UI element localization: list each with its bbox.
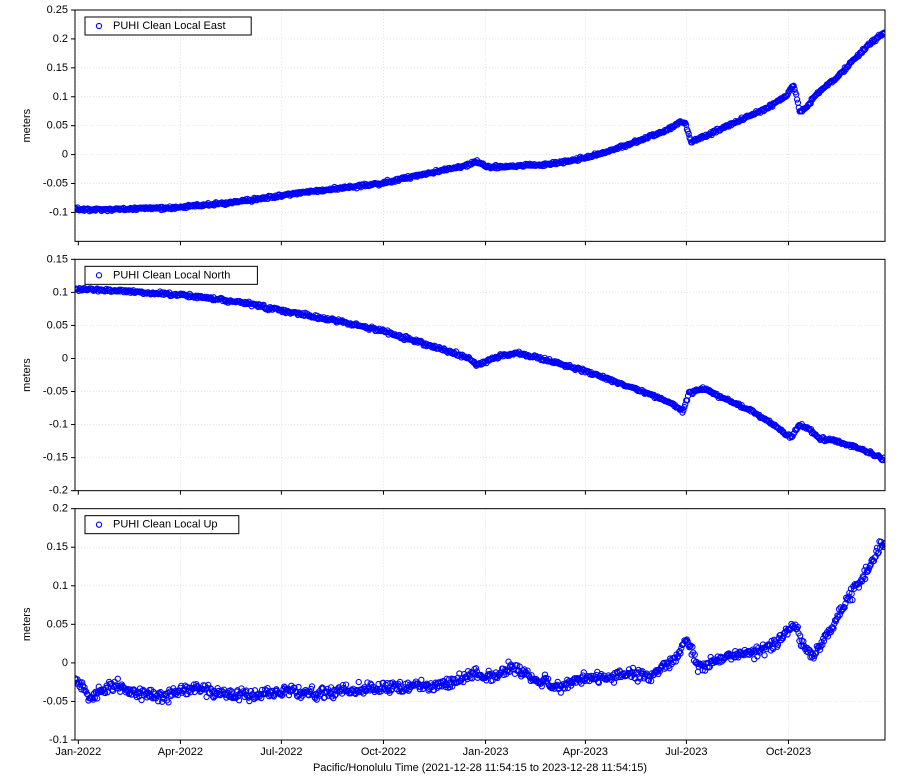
svg-text:0.15: 0.15 — [47, 541, 68, 553]
svg-text:0.2: 0.2 — [53, 503, 68, 515]
svg-text:-0.1: -0.1 — [49, 419, 68, 431]
svg-text:PUHI Clean Local Up: PUHI Clean Local Up — [113, 519, 218, 531]
panel-up-legend: PUHI Clean Local Up — [85, 516, 239, 534]
svg-text:-0.1: -0.1 — [49, 206, 68, 218]
panel-east: -0.1 -0.05 0 0.05 0.1 0.15 0.2 0.25 meters PUHI C… — [21, 4, 888, 245]
svg-text:Jul-2023: Jul-2023 — [665, 746, 707, 758]
svg-text:PUHI Clean Local North: PUHI Clean Local North — [113, 269, 230, 281]
svg-text:Apr-2023: Apr-2023 — [563, 746, 608, 758]
ylabel: meters — [21, 607, 33, 641]
svg-text:Apr-2022: Apr-2022 — [158, 746, 203, 758]
panel-east-legend: PUHI Clean Local East — [85, 17, 251, 35]
svg-text:Oct-2023: Oct-2023 — [766, 746, 811, 758]
svg-text:0.15: 0.15 — [47, 253, 68, 265]
svg-text:-0.2: -0.2 — [49, 485, 68, 497]
svg-text:PUHI Clean Local East: PUHI Clean Local East — [113, 20, 226, 32]
svg-text:-0.15: -0.15 — [43, 452, 68, 464]
chart-container: -0.1 -0.05 0 0.05 0.1 0.15 0.2 0.25 meters PUHI C… — [0, 0, 900, 780]
svg-text:-0.05: -0.05 — [43, 178, 68, 190]
svg-text:0: 0 — [62, 352, 68, 364]
svg-text:0.05: 0.05 — [47, 120, 68, 132]
svg-text:Jul-2022: Jul-2022 — [260, 746, 302, 758]
svg-text:0.2: 0.2 — [53, 33, 68, 45]
svg-text:0: 0 — [62, 149, 68, 161]
panel-east-points — [72, 30, 887, 214]
svg-text:-0.1: -0.1 — [49, 734, 68, 746]
chart-svg: -0.1 -0.05 0 0.05 0.1 0.15 0.2 0.25 meters PUHI C… — [0, 0, 900, 780]
svg-text:0.05: 0.05 — [47, 618, 68, 630]
ylabel: meters — [21, 108, 33, 142]
svg-text:Oct-2022: Oct-2022 — [361, 746, 406, 758]
svg-text:0.25: 0.25 — [47, 4, 68, 16]
panel-north-points — [72, 285, 886, 462]
svg-text:-0.05: -0.05 — [43, 695, 68, 707]
svg-text:Jan-2022: Jan-2022 — [55, 746, 101, 758]
svg-text:Jan-2023: Jan-2023 — [463, 746, 509, 758]
ylabel: meters — [21, 358, 33, 392]
svg-text:0.05: 0.05 — [47, 319, 68, 331]
xlabel: Pacific/Honolulu Time (2021-12-28 11:54:… — [313, 762, 647, 774]
panel-up: -0.1 -0.05 0 0.05 0.1 0.15 0.2 Jan-2022 Apr-2022… — [21, 503, 888, 758]
svg-text:0.1: 0.1 — [53, 286, 68, 298]
svg-text:-0.05: -0.05 — [43, 386, 68, 398]
panel-up-points — [72, 539, 887, 705]
svg-text:0.1: 0.1 — [53, 580, 68, 592]
svg-text:0: 0 — [62, 657, 68, 669]
panel-north: -0.2 -0.15 -0.1 -0.05 0 0.05 0.1 0.15 meters PUHI… — [21, 253, 887, 496]
panel-north-legend: PUHI Clean Local North — [85, 266, 257, 284]
svg-text:0.15: 0.15 — [47, 62, 68, 74]
svg-text:0.1: 0.1 — [53, 91, 68, 103]
